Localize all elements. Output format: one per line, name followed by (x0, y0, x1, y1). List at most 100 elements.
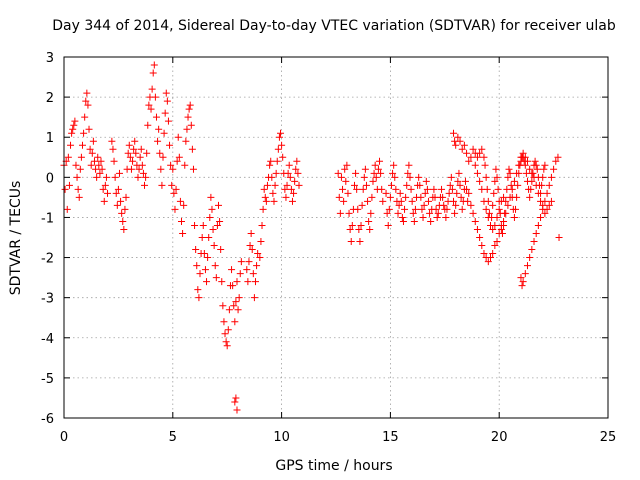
data-point (433, 213, 441, 221)
data-point (348, 221, 356, 229)
data-point (286, 173, 294, 181)
data-point (148, 85, 156, 93)
data-point (422, 177, 430, 185)
data-point (194, 286, 202, 294)
data-point (391, 173, 399, 181)
data-point (481, 161, 489, 169)
data-point (500, 193, 508, 201)
data-point (114, 185, 122, 193)
x-tick-label: 0 (60, 430, 68, 445)
data-point (259, 205, 267, 213)
data-point (287, 185, 295, 193)
data-point (336, 209, 344, 217)
data-point (515, 161, 523, 169)
data-point (162, 89, 170, 97)
data-point (450, 129, 458, 137)
data-point (541, 161, 549, 169)
data-point (256, 254, 264, 262)
y-tick-label: -1 (41, 211, 54, 226)
data-point (277, 129, 285, 137)
data-point (469, 209, 477, 217)
data-point (467, 153, 475, 161)
data-point (209, 225, 217, 233)
data-point (198, 234, 206, 241)
data-point (283, 181, 291, 189)
data-point (142, 173, 150, 181)
data-point (372, 173, 380, 181)
y-tick-label: -3 (41, 292, 54, 307)
data-point (532, 181, 540, 189)
data-point (355, 225, 363, 233)
data-point (187, 121, 195, 129)
data-point (408, 197, 416, 205)
y-tick-label: -5 (41, 372, 54, 387)
data-point (214, 201, 222, 209)
data-point (201, 266, 209, 274)
data-point (174, 133, 182, 141)
data-point (443, 205, 451, 213)
data-point (178, 217, 186, 225)
data-point (395, 201, 403, 209)
data-point (376, 157, 384, 165)
data-point (390, 161, 398, 169)
data-point (533, 165, 541, 173)
data-point (270, 197, 278, 205)
data-point (71, 117, 79, 125)
tick-labels: 0 5 10 15 20 25 -6 -5 -4 -3 -2 -1 0 1 2 3 (41, 51, 616, 445)
data-point (232, 394, 240, 402)
data-point (539, 173, 547, 181)
data-point (530, 238, 538, 246)
data-point (378, 185, 386, 193)
data-point (340, 197, 348, 205)
data-point (179, 229, 187, 237)
data-point (415, 173, 423, 181)
data-point (471, 217, 479, 225)
data-point (364, 197, 372, 205)
data-point (266, 161, 274, 169)
data-point (88, 149, 96, 157)
data-point (207, 193, 215, 201)
data-point (402, 193, 410, 201)
chart-title: Day 344 of 2014, Sidereal Day-to-day VTE… (52, 18, 616, 34)
data-point (464, 197, 472, 205)
data-point (257, 238, 265, 246)
data-point (274, 145, 282, 153)
data-point (228, 266, 236, 274)
data-point (478, 145, 486, 153)
data-point (213, 221, 221, 229)
data-point (102, 173, 110, 181)
data-point (442, 213, 450, 221)
data-point (237, 258, 245, 266)
data-point (458, 145, 466, 153)
data-point (540, 165, 548, 173)
data-point (164, 117, 172, 125)
data-point (463, 149, 471, 157)
data-point (293, 157, 301, 165)
data-point (166, 141, 174, 149)
data-point (260, 185, 268, 193)
data-point (222, 338, 230, 346)
data-point (120, 225, 128, 233)
data-point (384, 221, 392, 229)
data-point (451, 209, 459, 217)
data-point (184, 113, 192, 121)
data-point (109, 145, 117, 153)
data-point (98, 165, 106, 173)
data-point (76, 165, 84, 173)
data-point (410, 217, 418, 225)
data-point (495, 205, 503, 213)
data-point (504, 201, 512, 209)
data-point (495, 229, 503, 237)
data-point (163, 97, 171, 105)
data-point (90, 157, 98, 165)
data-point (532, 161, 540, 169)
data-point (359, 185, 367, 193)
data-point (118, 209, 126, 217)
data-point (346, 225, 354, 233)
data-point (508, 185, 516, 193)
data-point (151, 93, 159, 101)
data-point (497, 197, 505, 205)
y-tick-label: -4 (41, 332, 54, 347)
data-point (482, 173, 490, 181)
data-point (221, 330, 229, 338)
